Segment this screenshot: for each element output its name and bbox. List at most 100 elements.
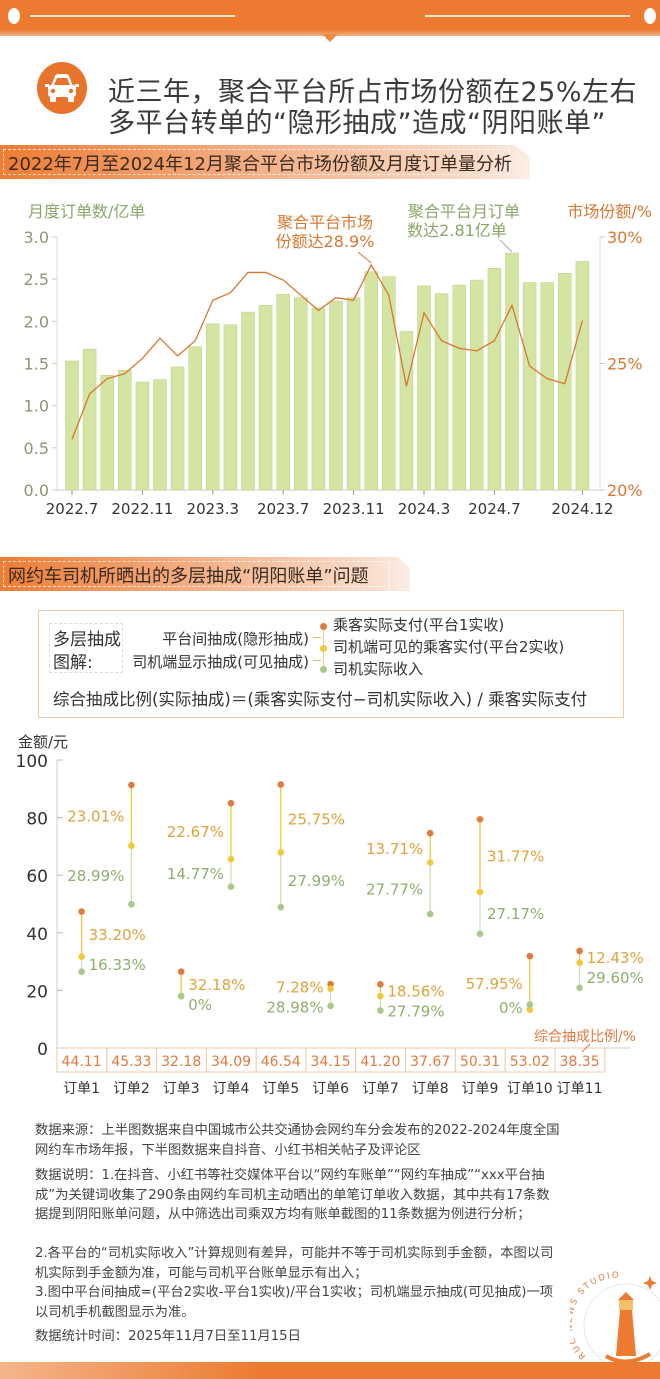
bar-2023.11 — [346, 297, 361, 491]
bar-2023.8 — [294, 297, 308, 491]
bar-2023.4 — [223, 324, 238, 491]
banner-pointer — [322, 34, 338, 42]
y-tick-label: 3.0 — [24, 228, 49, 247]
bar-2024.9 — [522, 282, 537, 491]
section-title: 网约车司机所晒出的多层抽成“阴阳账单”问题 — [8, 566, 369, 587]
order-label: 订单9 — [462, 1081, 499, 1097]
bar-2023.12 — [364, 271, 378, 491]
platform-rate-label: 57.95% — [466, 975, 523, 993]
section-header-bills: 网约车司机所晒出的多层抽成“阴阳账单”问题 — [0, 557, 410, 591]
bar-2022.9 — [100, 375, 114, 491]
platform-rate-label: 18.56% — [387, 982, 444, 1000]
platform-rate-label: 22.67% — [167, 823, 224, 841]
platform2-dot — [476, 888, 484, 896]
driver-income-dot — [128, 900, 135, 908]
legend-box: 多层抽成 图解: 平台间抽成(隐形抽成) 司机端显示抽成(可见抽成) 乘客实际支… — [38, 610, 624, 718]
market-share-chart: 月度订单数/亿单 市场份额/% 0.0 0.5 1.0 1.5 2.0 2.5 3.0 20% 25… — [24, 202, 652, 518]
legend-visible-commission: 司机端显示抽成(可见抽成) — [132, 653, 309, 671]
platform2-dot — [227, 855, 235, 863]
visible-rate-label: 28.98% — [266, 998, 323, 1016]
bar-2024.12 — [575, 261, 590, 491]
legend-platform-commission: 平台间抽成(隐形抽成) — [162, 630, 309, 648]
visible-rate-label: 27.17% — [487, 905, 544, 923]
studio-logo: RUC NEWS STUDIO — [570, 1271, 660, 1368]
combined-rate-value: 32.18 — [161, 1054, 201, 1070]
driver-income-dot — [377, 1007, 384, 1014]
y-tick-label: 0 — [37, 1040, 48, 1060]
bar-2024.2 — [399, 331, 414, 491]
y-tick-label: 40 — [26, 925, 48, 945]
market-share-line — [71, 263, 584, 440]
annotation-leader — [357, 251, 372, 264]
driver-income-dot — [476, 930, 484, 938]
platform2-dot — [327, 985, 334, 992]
bar-2023.5 — [241, 311, 255, 491]
bar-2023.7 — [276, 294, 290, 491]
platform-rate-label: 32.18% — [188, 976, 245, 994]
y-tick-label: 1.5 — [24, 355, 49, 374]
order-label: 订单6 — [312, 1081, 349, 1097]
platform2-dot — [377, 992, 384, 1000]
section-header-market: 2022年7月至2024年12月聚合平台市场份额及月度订单量分析 — [0, 145, 530, 179]
legend-platform2: 司机端可见的乘客实付(平台2实收) — [333, 638, 565, 656]
footer-time: 数据统计时间：2025年11月7日至11月15日 — [35, 1329, 301, 1344]
passenger-pay-dot — [277, 781, 285, 788]
order-label: 订单1 — [63, 1081, 100, 1097]
y2-tick-label: 20% — [607, 481, 643, 500]
platform-rate-label: 25.75% — [288, 810, 345, 828]
bar-2023.1 — [170, 366, 185, 491]
headline-line-1: 近三年，聚合平台所占市场份额在25%左右 — [108, 77, 638, 108]
legend-heading: 多层抽成 — [53, 630, 121, 650]
bar-2023.10 — [329, 300, 343, 491]
platform-rate-label: 7.28% — [276, 978, 324, 996]
visible-rate-label: 27.77% — [366, 880, 423, 898]
passenger-pay-dot — [78, 908, 85, 915]
bar-2024.6 — [470, 279, 484, 491]
visible-rate-label: 14.77% — [167, 865, 224, 883]
bar-2024.4 — [434, 293, 449, 491]
bar-2022.12 — [153, 379, 167, 491]
x-tick-label: 2022.11 — [111, 500, 173, 518]
footer-note-2: 2.各平台的“司机实际收入”计算规则有差异，可能并不等于司机实际到手金额，本图以… — [35, 1246, 554, 1281]
x-tick-label: 2024.7 — [468, 500, 521, 518]
combined-rate-cell — [56, 1047, 108, 1073]
bar-2022.11 — [135, 381, 150, 491]
legend-dot-passenger — [320, 623, 327, 630]
combined-rate-cell — [156, 1047, 207, 1073]
x-tick-label: 2024.12 — [551, 500, 613, 518]
order-label: 订单7 — [362, 1081, 399, 1097]
orders-annotation: 数达2.81亿单 — [407, 221, 507, 240]
y-axis-title: 金额/元 — [18, 733, 68, 751]
bar-2024.5 — [452, 284, 466, 491]
driver-income-dot — [227, 883, 235, 891]
y2-tick-label: 30% — [607, 228, 643, 247]
passenger-pay-dot — [476, 816, 484, 823]
driver-income-dot — [327, 1002, 334, 1010]
combined-rate-value: 34.09 — [211, 1054, 251, 1070]
y-tick-label: 2.5 — [24, 270, 49, 289]
legend-passenger-pay: 乘客实际支付(平台1实收) — [333, 616, 505, 634]
passenger-pay-dot — [426, 829, 434, 837]
driver-income-dot — [576, 984, 583, 992]
y-tick-label: 20 — [26, 982, 48, 1002]
x-tick-label: 2023.3 — [187, 500, 240, 518]
passenger-pay-dot — [377, 981, 384, 988]
combined-rate-value: 34.15 — [311, 1054, 351, 1070]
driver-income-dot — [78, 968, 85, 975]
legend-formula: 综合抽成比例(实际抽成)＝(乘客实际支付−司机实际收入) / 乘客实际支付 — [53, 690, 588, 709]
order-label: 订单8 — [412, 1081, 449, 1097]
legend-dot-platform2 — [320, 645, 327, 652]
platform-rate-label: 33.20% — [89, 926, 146, 944]
visible-rate-label: 29.60% — [587, 969, 644, 987]
share-annotation: 聚合平台市场 — [277, 213, 373, 232]
annotation-leader — [499, 239, 513, 253]
banner-line — [425, 15, 630, 17]
bar-2024.10 — [540, 282, 554, 491]
x-tick-label: 2023.7 — [257, 500, 310, 518]
combined-rate-leader — [581, 1043, 591, 1053]
headline-line-2: 多平台转单的“隐形抽成”造成“阴阳账单” — [108, 108, 606, 139]
bar-2022.10 — [118, 369, 132, 491]
passenger-pay-dot — [327, 980, 334, 988]
order-label: 订单4 — [213, 1081, 250, 1097]
platform-rate-label: 13.71% — [366, 840, 423, 858]
